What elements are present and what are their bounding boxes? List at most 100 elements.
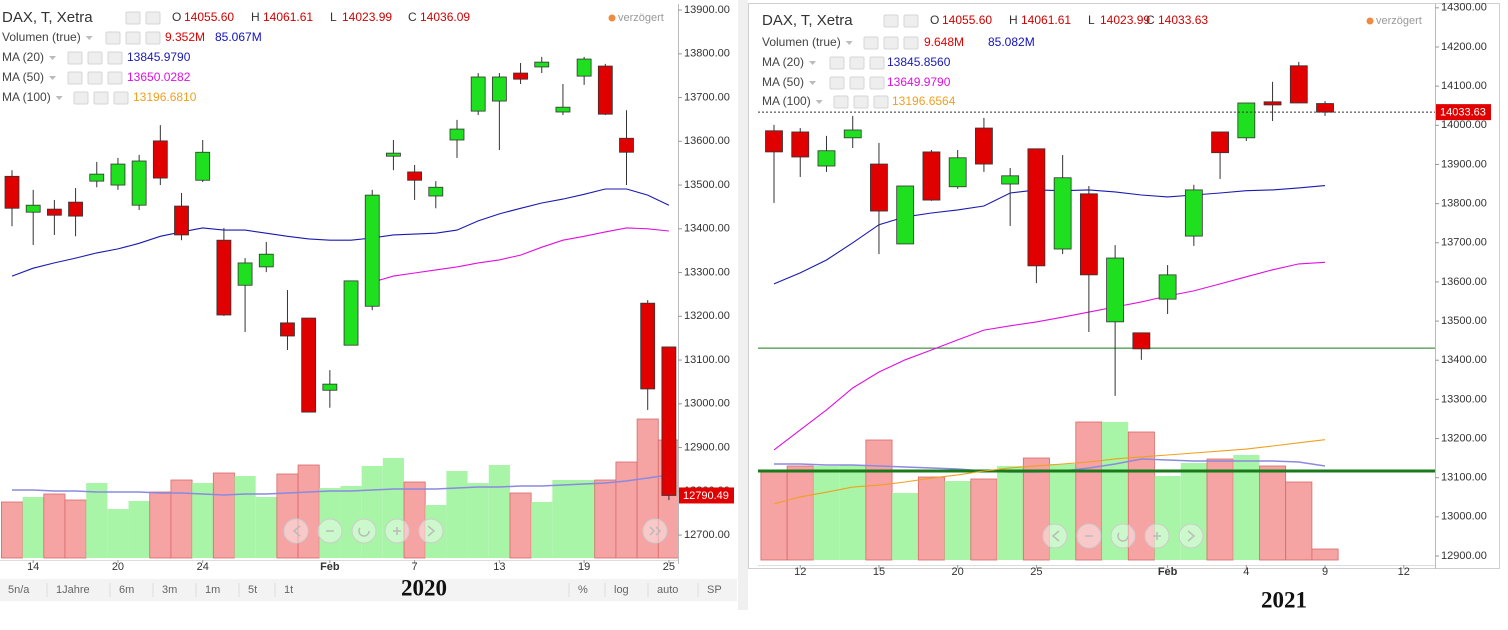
dropdown-arrow <box>55 96 63 100</box>
settings-icon <box>125 11 141 25</box>
x-tick-label: 24 <box>197 561 209 573</box>
toolbar-button[interactable]: 1t <box>284 584 293 596</box>
volume-bar <box>1022 457 1050 561</box>
volume-bar <box>1180 463 1207 560</box>
indicator-value: 13650.0282 <box>127 70 191 84</box>
divider <box>738 0 748 610</box>
candle-body <box>1289 65 1308 104</box>
toolbar-button[interactable]: 3m <box>162 584 177 596</box>
candle-body <box>896 185 915 245</box>
settings-icon <box>107 71 123 85</box>
x-tick-label: 20 <box>112 561 124 573</box>
ohlc-value: 14055.60 <box>942 13 992 27</box>
plot-area <box>0 56 678 559</box>
x-tick-label: 13 <box>493 561 505 573</box>
indicator-name: MA (100) <box>2 90 51 104</box>
y-tick-label: 13300.00 <box>684 266 730 278</box>
volume-bar <box>1206 458 1234 561</box>
candle-body <box>152 140 168 179</box>
candle-body <box>555 106 571 113</box>
y-tick-label: 13100.00 <box>684 354 730 366</box>
y-tick-label: 13900.00 <box>684 4 730 16</box>
volume-bar <box>43 493 66 559</box>
zoom-button[interactable] <box>1110 523 1136 549</box>
candle-body <box>301 317 317 413</box>
toolbar-button[interactable]: 6m <box>119 584 134 596</box>
delay-dot <box>1366 17 1374 25</box>
delay-note: verzögert <box>618 12 664 24</box>
candle-body <box>791 131 810 158</box>
volume-bar <box>531 502 553 558</box>
candle-body <box>195 151 211 181</box>
toolbar-button[interactable]: 5t <box>248 584 257 596</box>
y-tick-label: 14000.00 <box>1441 119 1487 131</box>
x-tick-label: Feb <box>320 561 340 573</box>
volume-bar <box>1259 465 1287 561</box>
settings-icon <box>93 91 109 105</box>
settings-icon <box>73 91 89 105</box>
candle-body <box>89 173 105 182</box>
y-tick-label: 13300.00 <box>1441 393 1487 405</box>
toolbar-button[interactable]: 1Jahre <box>56 584 90 596</box>
y-tick-label: 13700.00 <box>1441 237 1487 249</box>
candle-body <box>661 346 677 496</box>
volume-bar <box>839 465 866 560</box>
x-tick-label: 25 <box>1030 566 1042 578</box>
indicator-value: 9.648M <box>924 35 964 49</box>
indicator-name: MA (20) <box>762 55 804 69</box>
indicator-name: MA (50) <box>762 75 804 89</box>
zoom-button[interactable] <box>418 518 444 544</box>
settings-icon <box>903 36 919 50</box>
candle-body <box>1001 175 1020 185</box>
y-tick-label: 14200.00 <box>1441 41 1487 53</box>
settings-icon <box>873 95 889 109</box>
settings-icon <box>67 71 83 85</box>
x-tick-label: 12 <box>1398 566 1410 578</box>
x-tick-label: 4 <box>1243 566 1249 578</box>
x-tick-label: Feb <box>1158 566 1178 578</box>
toolbar-button[interactable]: % <box>578 584 588 596</box>
volume-bar <box>212 472 235 559</box>
volume-bar <box>170 479 193 559</box>
toolbar-button[interactable]: SP <box>707 584 722 596</box>
zoom-button[interactable] <box>351 518 377 544</box>
volume-bar <box>192 483 214 558</box>
candle-body <box>280 322 295 337</box>
ohlc-value: 14061.61 <box>1021 13 1071 27</box>
volume-bar <box>107 509 129 558</box>
candle-body <box>1079 193 1098 276</box>
x-tick-label: 15 <box>873 566 885 578</box>
toolbar-button[interactable]: 5n/a <box>8 584 30 596</box>
x-tick-label: 25 <box>663 561 675 573</box>
volume-bar <box>615 461 638 559</box>
settings-icon <box>883 14 899 28</box>
settings-icon <box>869 56 885 70</box>
ohlc-value: 14033.63 <box>1158 13 1208 27</box>
zoom-button[interactable] <box>1178 523 1204 549</box>
zoom-button[interactable] <box>283 518 309 544</box>
candle-body <box>25 204 41 213</box>
ohlc-label: H <box>251 10 260 24</box>
dropdown-arrow <box>49 76 57 80</box>
dropdown-arrow <box>49 56 57 60</box>
toolbar-button[interactable]: auto <box>657 584 678 596</box>
settings-icon <box>903 14 919 28</box>
zoom-icons <box>292 525 662 537</box>
y-tick-label: 13600.00 <box>1441 276 1487 288</box>
dropdown-arrow <box>815 100 823 104</box>
ohlc-value: 14023.99 <box>1100 13 1150 27</box>
volume-bar <box>892 493 919 560</box>
toolbar-button[interactable]: 1m <box>205 584 220 596</box>
candle-body <box>922 151 941 201</box>
y-tick-label: 13400.00 <box>1441 354 1487 366</box>
volume-bar <box>813 466 840 560</box>
toolbar-button[interactable]: log <box>614 584 629 596</box>
volume-bar <box>382 458 405 558</box>
candle-body <box>1053 177 1072 250</box>
volume-bar <box>970 478 998 561</box>
volume-bar <box>760 471 788 561</box>
volume-bar <box>1075 421 1103 561</box>
zoom-button[interactable] <box>1042 523 1068 549</box>
candle-body <box>1158 274 1177 300</box>
